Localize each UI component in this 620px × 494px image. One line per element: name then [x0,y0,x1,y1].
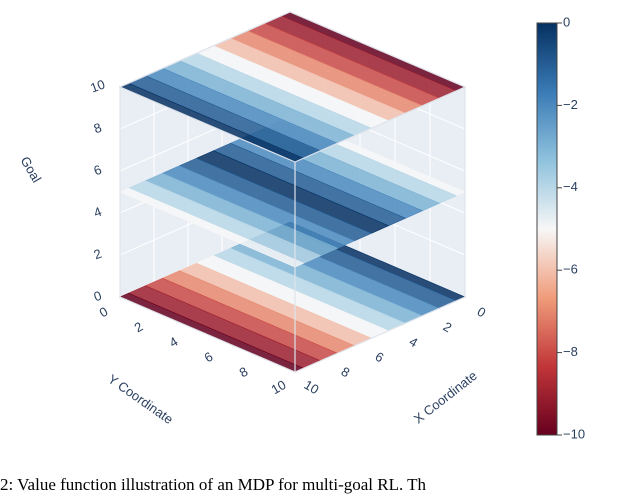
y-tick-label: 0 [97,304,111,321]
z-tick-label: 2 [92,246,104,263]
x-tick-label: 8 [339,364,353,381]
colorbar-tick-label: −10 [563,426,585,441]
cube-edge [119,86,296,163]
y-axis-title: Y Coordinate [105,371,176,427]
z-tick-label: 0 [92,288,104,305]
x-tick-label: 6 [373,349,387,366]
cube-edge [294,86,466,163]
cube-edge [119,11,291,88]
x-axis-title: X Coordinate [411,368,480,427]
z-axis-title: Goal [18,154,45,185]
plot-area [118,11,467,373]
z-tick-label: 10 [88,76,107,95]
colorbar-tick-label: −4 [563,179,578,194]
z-tick-label: 8 [92,120,104,137]
y-tick-label: 4 [167,334,181,351]
colorbar-tick-label: −6 [563,262,578,277]
colorbar-tick-label: 0 [563,14,570,29]
cube-edge [294,296,466,373]
cube-edge [119,296,296,373]
colorbar-tick-label: −2 [563,97,578,112]
y-tick-label: 8 [237,364,251,381]
y-tick-label: 10 [268,377,288,397]
x-tick-label: 0 [475,304,489,321]
y-tick-label: 2 [132,319,146,336]
x-tick-label: 10 [302,377,322,397]
colorbar-tick-label: −8 [563,344,578,359]
cube-edge [289,11,466,88]
x-tick-label: 4 [407,334,421,351]
y-tick-label: 6 [202,349,216,366]
z-tick-label: 6 [92,162,104,179]
caption: 2: Value function illustration of an MDP… [0,475,427,494]
colorbar [536,22,558,436]
x-tick-label: 2 [441,319,455,336]
z-tick-label: 4 [92,204,104,221]
